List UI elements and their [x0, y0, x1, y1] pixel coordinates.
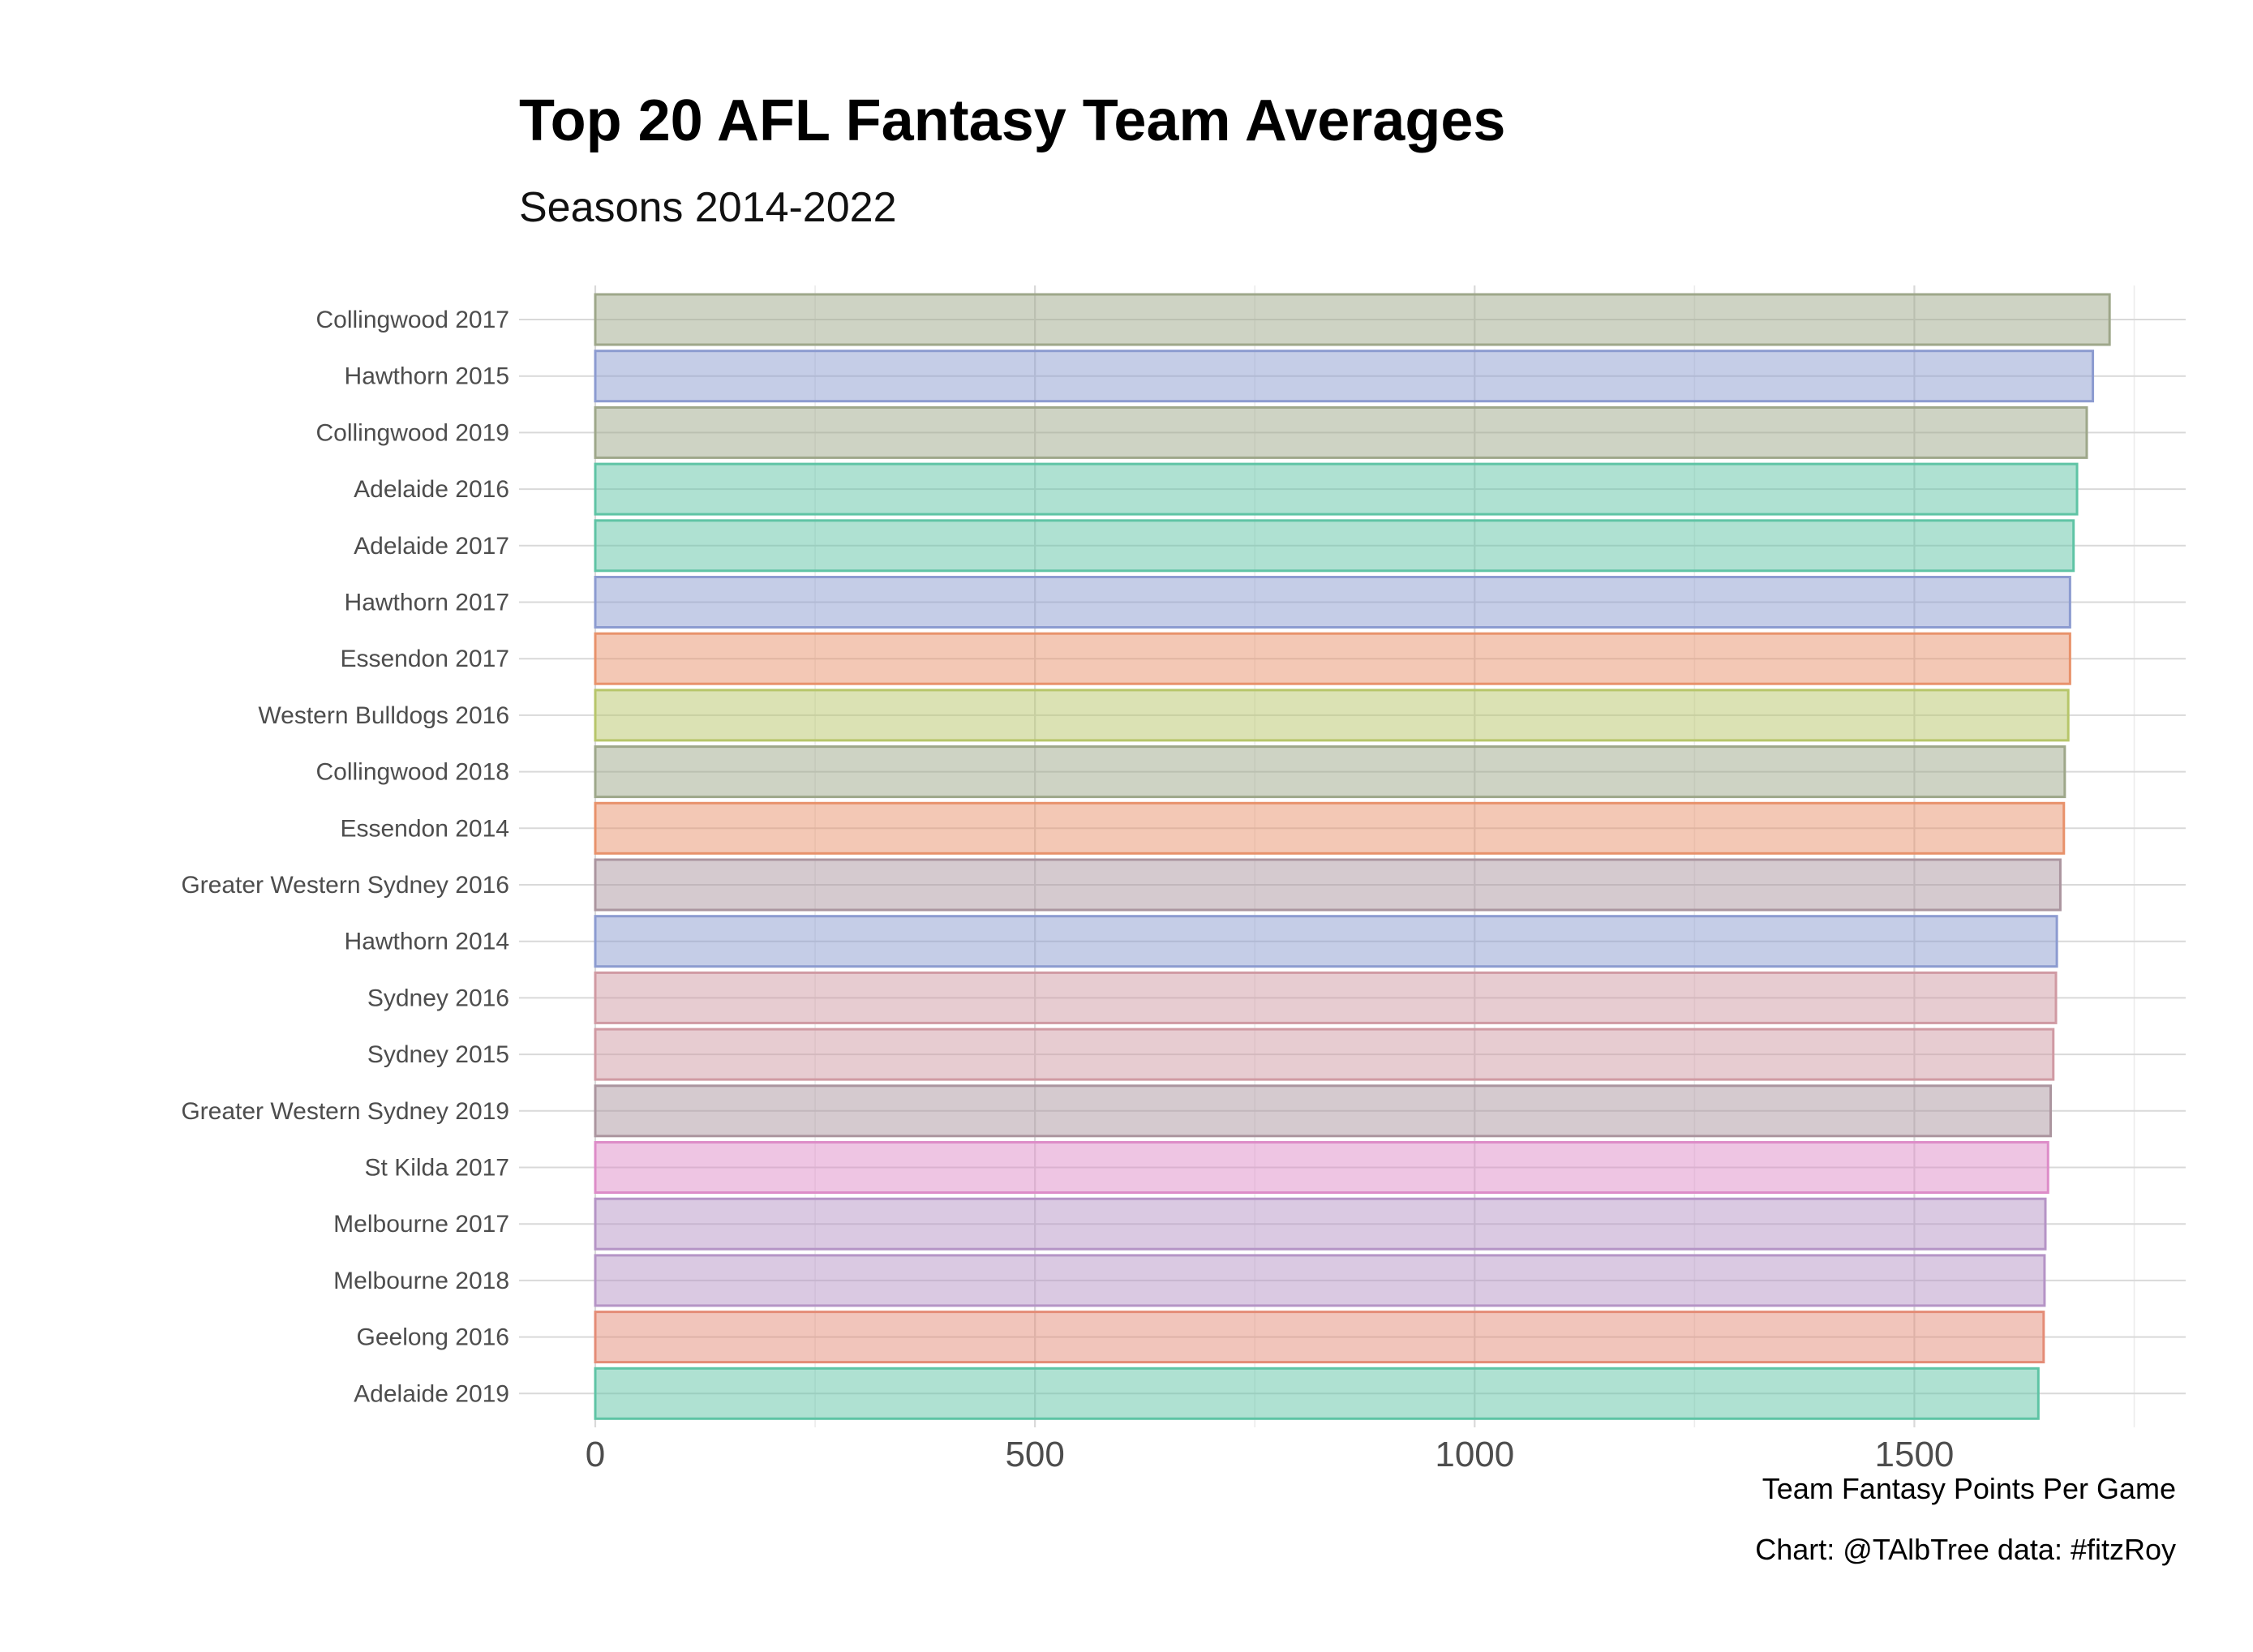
x-axis-title: Team Fantasy Points Per Game — [1762, 1472, 2176, 1505]
x-tick-label: 1000 — [1435, 1435, 1514, 1474]
chart-title: Top 20 AFL Fantasy Team Averages — [519, 88, 1506, 153]
x-axis-labels: 0 500 1000 1500 — [586, 1435, 1955, 1474]
bar — [594, 745, 2066, 799]
y-tick-label: Sydney 2015 — [367, 1041, 509, 1068]
y-tick-label: Collingwood 2019 — [315, 419, 509, 446]
x-tick-label: 0 — [586, 1435, 605, 1474]
bar — [594, 293, 2111, 346]
bar — [594, 1084, 2053, 1138]
bar — [594, 1367, 2040, 1420]
bar — [594, 350, 2095, 403]
y-tick-label: St Kilda 2017 — [365, 1155, 509, 1182]
y-tick-label: Melbourne 2017 — [333, 1211, 509, 1238]
chart-subtitle: Seasons 2014-2022 — [519, 184, 897, 231]
bar — [594, 1254, 2046, 1307]
bar — [594, 1141, 2049, 1194]
x-tick-label: 1500 — [1875, 1435, 1955, 1474]
x-tick-label: 500 — [1005, 1435, 1064, 1474]
y-tick-label: Sydney 2016 — [367, 985, 509, 1011]
y-tick-label: Adelaide 2017 — [354, 533, 509, 560]
bar — [594, 689, 2070, 742]
bar — [594, 1311, 2045, 1364]
bar — [594, 632, 2071, 685]
y-axis-labels: Collingwood 2017 Hawthorn 2015 Collingwood… — [181, 307, 509, 1407]
bar — [594, 858, 2062, 912]
y-tick-label: Essendon 2014 — [340, 815, 509, 842]
chart-caption: Chart: @TAlbTree data: #fitzRoy — [1755, 1533, 2176, 1566]
y-tick-label: Hawthorn 2015 — [345, 363, 509, 390]
bar — [594, 1197, 2047, 1251]
bar — [594, 405, 2088, 459]
bar — [594, 915, 2058, 968]
bar — [594, 462, 2079, 516]
bar — [594, 576, 2071, 629]
bar — [594, 801, 2066, 855]
y-tick-label: Collingwood 2018 — [315, 759, 509, 786]
y-tick-label: Melbourne 2018 — [333, 1268, 509, 1294]
y-tick-label: Greater Western Sydney 2019 — [181, 1098, 509, 1125]
y-tick-label: Geelong 2016 — [357, 1324, 510, 1351]
y-tick-label: Adelaide 2016 — [354, 476, 509, 503]
y-tick-label: Collingwood 2017 — [315, 307, 509, 333]
bars — [594, 293, 2111, 1420]
y-tick-label: Hawthorn 2017 — [345, 590, 509, 616]
bar — [594, 1028, 2055, 1081]
y-tick-label: Hawthorn 2014 — [345, 929, 509, 955]
bar — [594, 519, 2075, 573]
y-tick-label: Western Bulldogs 2016 — [258, 702, 509, 729]
y-tick-label: Essendon 2017 — [340, 646, 509, 672]
y-tick-label: Greater Western Sydney 2016 — [181, 872, 509, 899]
bar — [594, 971, 2058, 1024]
y-tick-label: Adelaide 2019 — [354, 1380, 509, 1407]
